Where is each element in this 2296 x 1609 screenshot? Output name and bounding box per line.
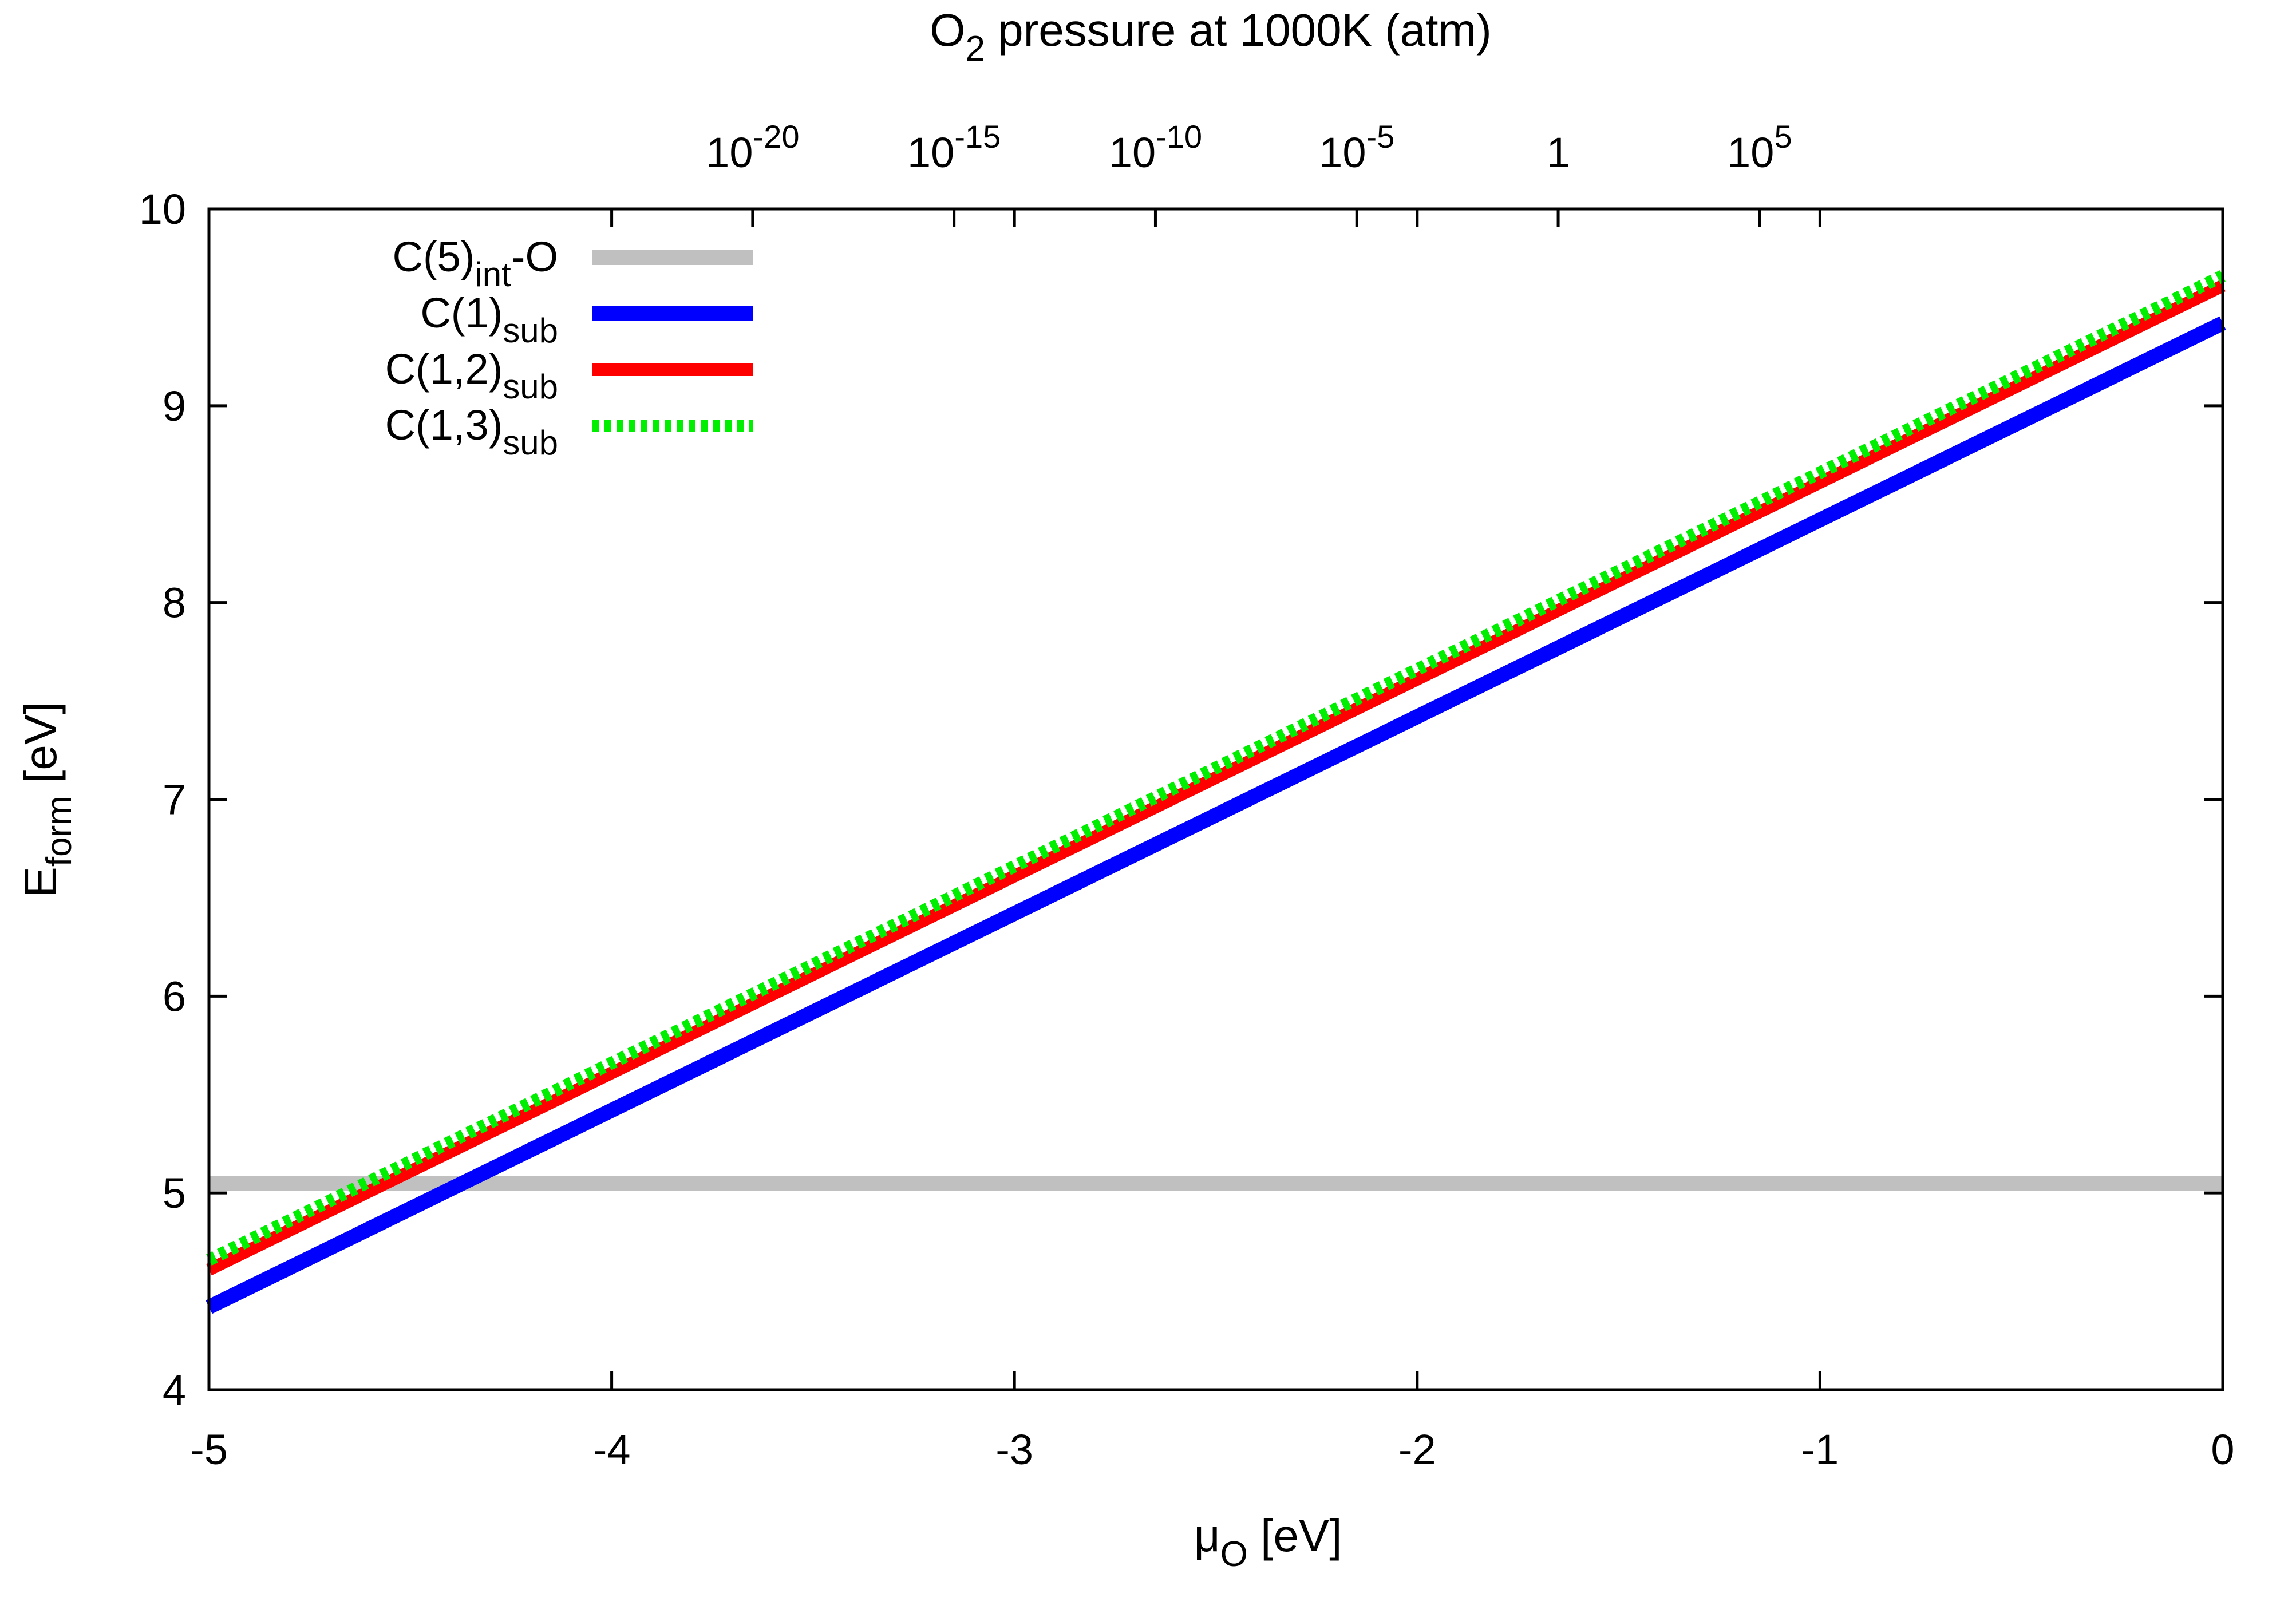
- top-axis-label: O2 pressure at 1000K (atm): [930, 5, 1492, 69]
- legend-label: C(1,2)sub: [385, 345, 558, 406]
- legend-label: C(1)sub: [420, 289, 558, 350]
- top-axis-tick-label: 105: [1727, 118, 1792, 176]
- top-axis-tick-label: 10-20: [706, 118, 799, 176]
- x-axis-label-rest: [eV]: [1248, 1510, 1342, 1561]
- x-tick-label: 0: [2211, 1426, 2234, 1473]
- axis-labels: μO [eV]Eform [eV]O2 pressure at 1000K (a…: [15, 5, 1492, 1574]
- top-tick-base: 10: [706, 129, 753, 176]
- x-tick-label: -1: [1801, 1426, 1839, 1473]
- y-tick-label: 4: [163, 1366, 186, 1414]
- legend-label: C(5)int-O: [393, 233, 558, 294]
- y-axis-label: Eform [eV]: [15, 702, 79, 898]
- top-tick-exponent: -10: [1156, 118, 1202, 155]
- legend-label-main: C(1,3): [385, 401, 503, 449]
- x-tick-label: -5: [190, 1426, 228, 1473]
- top-tick-exponent: -5: [1366, 118, 1395, 155]
- top-axis-tick-label: 1: [1546, 129, 1570, 176]
- legend-label-post: -O: [511, 233, 558, 280]
- y-tick-label: 9: [163, 382, 186, 430]
- top-tick-base: 10: [1727, 129, 1774, 176]
- legend-label-sub: sub: [503, 311, 558, 350]
- y-tick-label: 7: [163, 776, 186, 824]
- top-tick-exponent: -20: [753, 118, 800, 155]
- top-tick-base: 1: [1546, 129, 1570, 176]
- y-tick-label: 10: [139, 185, 186, 233]
- series-layer: [206, 270, 2226, 1314]
- legend-label-main: C(1,2): [385, 345, 503, 393]
- x-tick-label: -4: [593, 1426, 631, 1473]
- legend-label: C(1,3)sub: [385, 401, 558, 462]
- top-tick-base: 10: [1319, 129, 1366, 176]
- x-axis-label: μO [eV]: [1194, 1510, 1342, 1574]
- x-tick-label: -3: [995, 1426, 1033, 1473]
- y-tick-label: 8: [163, 579, 186, 627]
- legend-label-main: C(1): [420, 289, 503, 337]
- top-axis-tick-label: 10-15: [907, 118, 1001, 176]
- top-axis-label-pre: O: [930, 5, 965, 56]
- top-axis-tick-label: 10-5: [1319, 118, 1394, 176]
- top-tick-base: 10: [1109, 129, 1156, 176]
- top-axis-label-sub: 2: [965, 29, 985, 69]
- x-axis-label-sub: O: [1220, 1535, 1248, 1574]
- top-tick-base: 10: [907, 129, 954, 176]
- y-tick-label: 5: [163, 1169, 186, 1217]
- y-axis-label-main: E: [15, 867, 66, 897]
- series-line-4: [206, 270, 2226, 1266]
- legend-label-sub: int: [475, 255, 511, 294]
- legend-label-sub: sub: [503, 424, 558, 462]
- series-line-3: [206, 280, 2226, 1276]
- top-axis-tick-label: 10-10: [1109, 118, 1202, 176]
- top-tick-exponent: 5: [1774, 118, 1792, 155]
- top-axis-label-post: pressure at 1000K (atm): [985, 5, 1492, 56]
- x-tick-label: -2: [1398, 1426, 1436, 1473]
- x-axis-label-main: μ: [1194, 1510, 1220, 1561]
- y-axis-label-sub: form: [39, 796, 79, 867]
- y-tick-label: 6: [163, 972, 186, 1020]
- series-line-2: [206, 316, 2226, 1314]
- legend-label-sub: sub: [503, 367, 558, 406]
- top-tick-exponent: -15: [954, 118, 1001, 155]
- legend-label-main: C(5): [393, 233, 475, 280]
- y-axis-label-rest: [eV]: [15, 702, 66, 796]
